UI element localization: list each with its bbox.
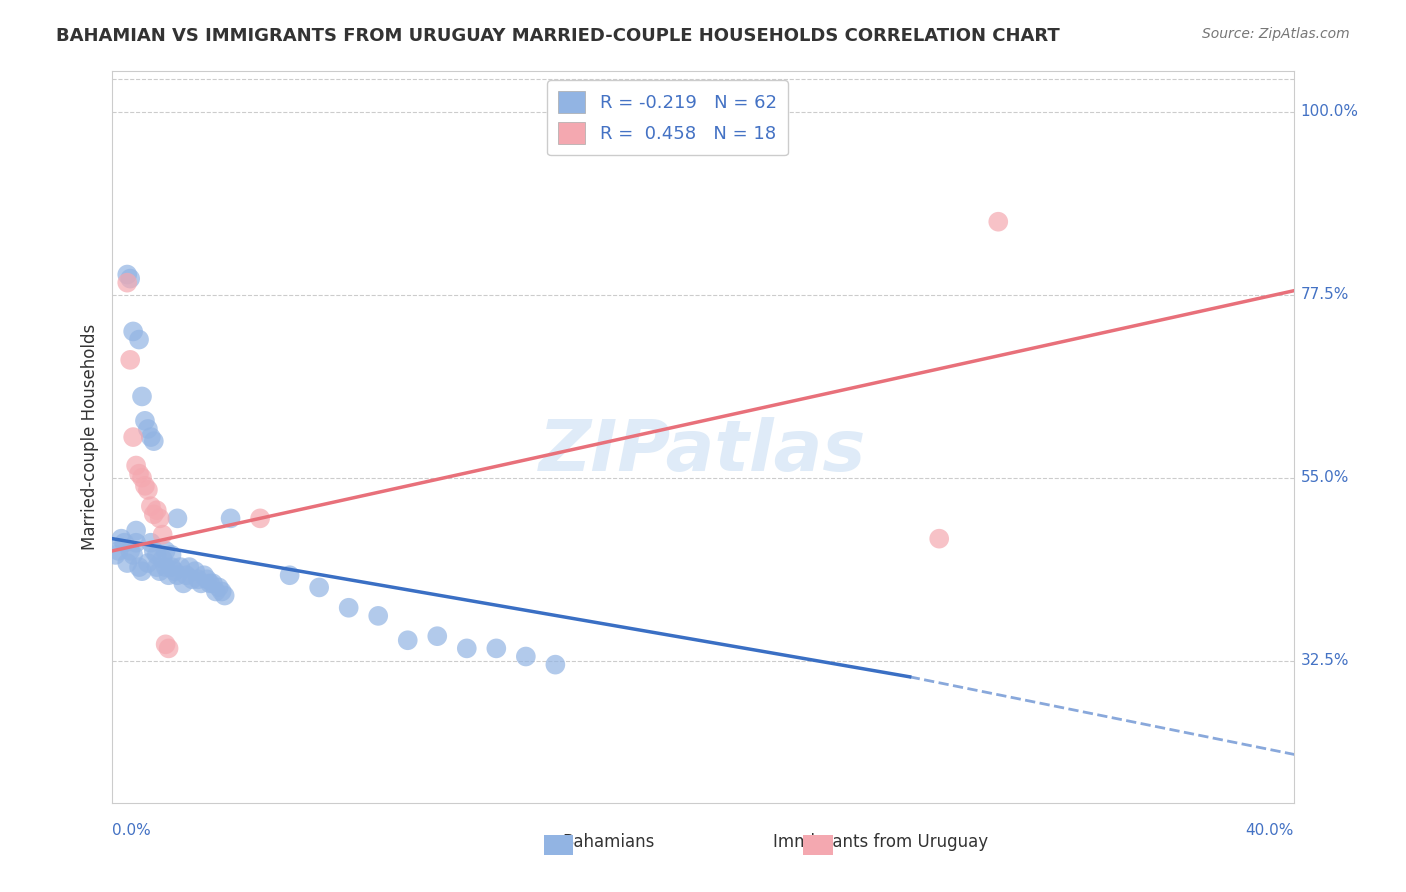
Text: 32.5%: 32.5% [1301,653,1348,668]
Point [157,568,180,582]
Point [544,657,567,672]
Point [136,483,159,497]
Point [152,527,174,541]
Text: 0.0%: 0.0% [112,823,152,838]
Point [149,564,172,578]
Point [128,560,150,574]
Point [308,581,330,595]
Point [125,535,148,549]
Point [125,458,148,473]
Point [201,576,224,591]
Point [122,430,145,444]
Point [155,544,177,558]
Text: 100.0%: 100.0% [1301,104,1358,120]
Text: 55.0%: 55.0% [1301,470,1348,485]
Y-axis label: Married-couple Households: Married-couple Households [80,324,98,550]
Point [169,560,191,574]
Point [139,499,162,513]
Text: Bahamians: Bahamians [562,833,655,851]
Point [110,532,132,546]
Point [211,584,233,599]
Point [166,511,188,525]
Point [426,629,449,643]
Legend: R = -0.219   N = 62, R =  0.458   N = 18: R = -0.219 N = 62, R = 0.458 N = 18 [547,80,787,155]
Point [208,581,231,595]
Point [146,560,169,574]
Point [249,511,271,525]
Point [179,560,201,574]
Point [152,552,174,566]
Point [155,560,177,574]
Point [131,389,153,403]
Text: Source: ZipAtlas.com: Source: ZipAtlas.com [1202,27,1350,41]
Point [146,548,169,562]
FancyBboxPatch shape [803,835,832,855]
Point [139,430,162,444]
Text: 40.0%: 40.0% [1246,823,1294,838]
Point [142,434,165,449]
Text: ZIPatlas: ZIPatlas [540,417,866,486]
Point [117,556,138,570]
Point [278,568,301,582]
Point [172,576,194,591]
Point [120,544,142,558]
Point [146,503,169,517]
Point [193,568,215,582]
Point [166,568,188,582]
Point [142,544,165,558]
Point [142,508,165,522]
Point [134,414,156,428]
Point [214,589,236,603]
Point [515,649,537,664]
Point [122,325,145,339]
Point [120,352,142,367]
Point [117,276,138,290]
Point [125,524,148,538]
Point [112,535,135,549]
Point [205,584,228,599]
Point [134,479,156,493]
Point [337,600,360,615]
Point [928,532,950,546]
Point [128,467,150,481]
Point [456,641,478,656]
Point [139,535,162,549]
Point [987,215,1010,229]
Point [131,471,153,485]
Point [157,641,180,656]
Point [117,268,138,282]
Point [107,544,129,558]
Point [128,333,150,347]
Point [122,548,145,562]
Point [163,564,186,578]
Point [104,548,127,562]
Point [149,511,172,525]
Text: Immigrants from Uruguay: Immigrants from Uruguay [772,833,988,851]
FancyBboxPatch shape [544,835,574,855]
Point [190,576,212,591]
Point [160,560,183,574]
Point [396,633,419,648]
Point [155,637,177,651]
Point [367,608,389,623]
Point [120,271,142,285]
Point [485,641,508,656]
Point [195,572,218,586]
Point [160,548,183,562]
Point [136,556,159,570]
Text: 77.5%: 77.5% [1301,287,1348,302]
Point [181,572,204,586]
Point [136,422,159,436]
Point [219,511,242,525]
Text: BAHAMIAN VS IMMIGRANTS FROM URUGUAY MARRIED-COUPLE HOUSEHOLDS CORRELATION CHART: BAHAMIAN VS IMMIGRANTS FROM URUGUAY MARR… [56,27,1060,45]
Point [174,568,197,582]
Point [184,564,207,578]
Point [187,572,209,586]
Point [131,564,153,578]
Point [198,576,221,591]
